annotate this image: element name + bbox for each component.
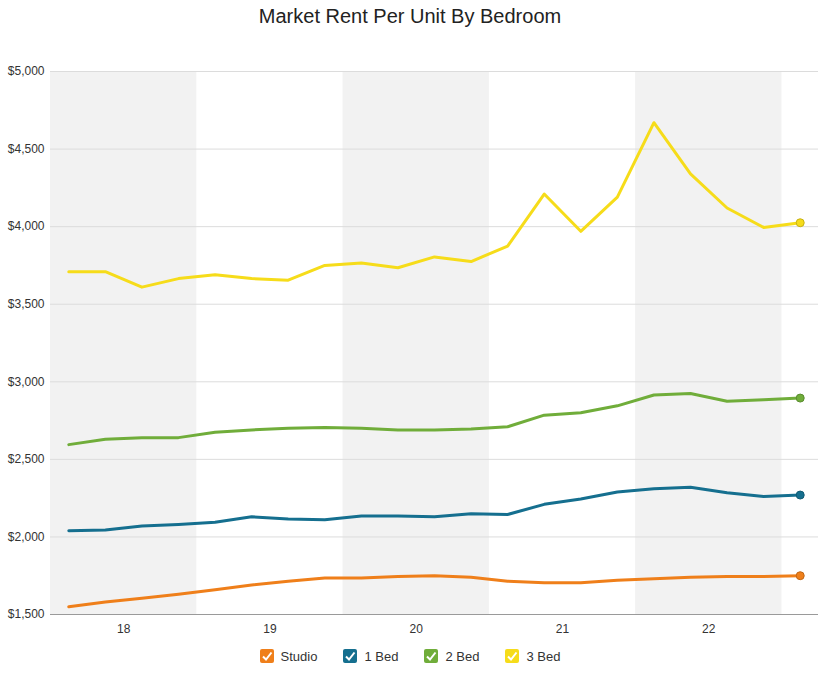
svg-text:$4,000: $4,000 xyxy=(8,219,45,233)
svg-text:$3,000: $3,000 xyxy=(8,375,45,389)
svg-text:19: 19 xyxy=(263,622,277,636)
svg-text:$5,000: $5,000 xyxy=(8,64,45,78)
html-text:1 Bed: 1 Bed xyxy=(364,648,399,664)
svg-text:21: 21 xyxy=(556,622,570,636)
html-text:3 Bed: 3 Bed xyxy=(526,648,561,664)
svg-text:20: 20 xyxy=(410,622,424,636)
html-text:2 Bed: 2 Bed xyxy=(445,648,480,664)
svg-text:22: 22 xyxy=(702,622,716,636)
html-text:Studio: Studio xyxy=(280,648,318,664)
svg-text:$2,000: $2,000 xyxy=(8,530,45,544)
svg-text:$2,500: $2,500 xyxy=(8,452,45,466)
html-text:Market Rent Per Unit By Bedroo: Market Rent Per Unit By Bedroom xyxy=(258,5,562,27)
svg-text:$4,500: $4,500 xyxy=(8,142,45,156)
svg-text:$3,500: $3,500 xyxy=(8,297,45,311)
svg-text:$1,500: $1,500 xyxy=(8,607,45,621)
svg-text:18: 18 xyxy=(117,622,131,636)
